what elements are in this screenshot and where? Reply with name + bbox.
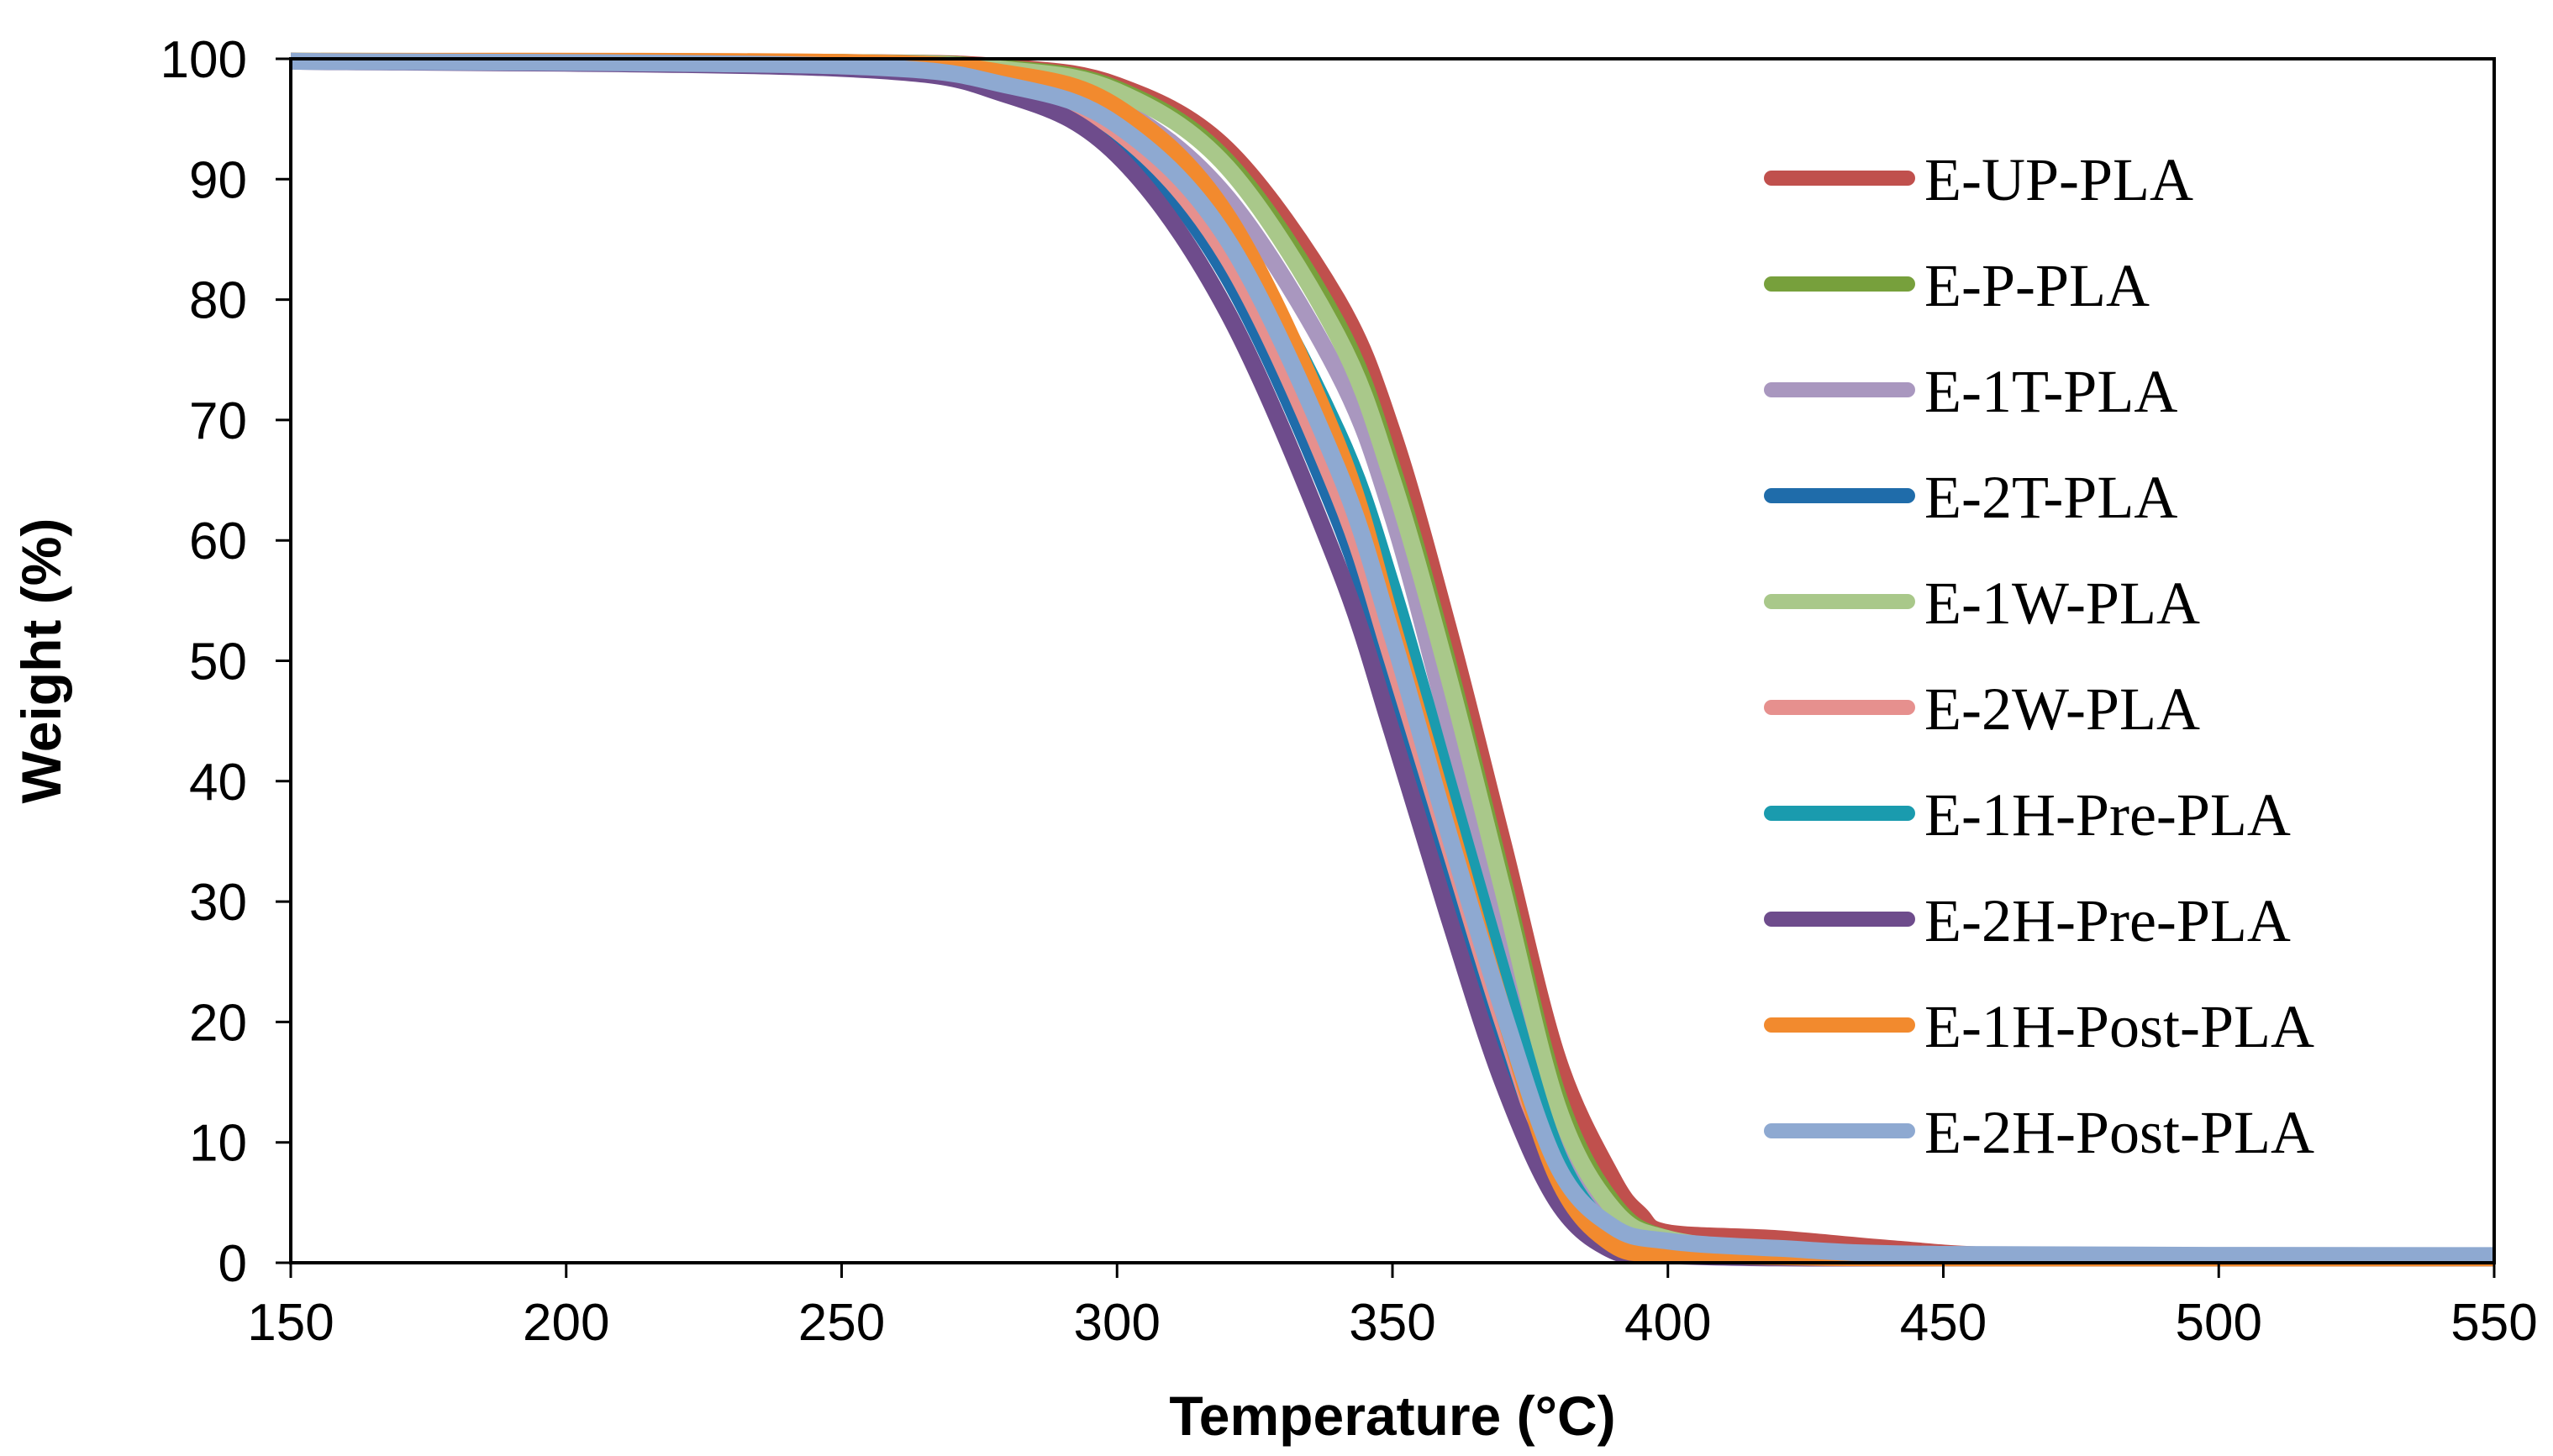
legend-label: E-2T-PLA	[1924, 464, 2177, 531]
y-tick-label: 80	[189, 272, 247, 330]
legend: E-UP-PLA E-P-PLA E-1T-PLA E-2T-PLA E-1W-PLA E…	[1764, 146, 2314, 1166]
legend-label: E-1T-PLA	[1924, 358, 2177, 425]
y-tick-label: 50	[189, 633, 247, 691]
legend-label: E-1H-Post-PLA	[1924, 993, 2314, 1060]
y-axis: 0 10 20 30 40 50 60 70 80 90 100	[161, 31, 291, 1293]
y-tick-label: 10	[189, 1115, 247, 1173]
y-tick-label: 70	[189, 392, 247, 450]
y-tick-label: 40	[189, 754, 247, 812]
x-tick-label: 350	[1349, 1294, 1435, 1352]
y-tick-label: 30	[189, 874, 247, 932]
x-axis-title: Temperature (°C)	[1169, 1385, 1615, 1447]
legend-label: E-2H-Post-PLA	[1924, 1099, 2314, 1166]
y-tick-label: 100	[161, 31, 247, 89]
x-tick-label: 500	[2176, 1294, 2262, 1352]
y-tick-label: 0	[218, 1235, 247, 1293]
series-line-e-2h-post-pla	[290, 52, 2495, 1264]
legend-label: E-2W-PLA	[1924, 675, 2200, 743]
y-tick-label: 90	[189, 151, 247, 209]
x-tick-label: 550	[2450, 1294, 2537, 1352]
x-tick-label: 150	[247, 1294, 334, 1352]
legend-label: E-1H-Pre-PLA	[1924, 781, 2291, 849]
legend-label: E-P-PLA	[1924, 252, 2150, 319]
legend-label: E-2H-Pre-PLA	[1924, 887, 2291, 954]
legend-label: E-UP-PLA	[1924, 146, 2193, 213]
legend-label: E-1W-PLA	[1924, 570, 2200, 637]
x-axis: 150 200 250 300 350 400 450 500 550	[247, 1263, 2538, 1352]
x-tick-label: 400	[1624, 1294, 1711, 1352]
series-layer	[290, 52, 2495, 1267]
y-tick-label: 60	[189, 512, 247, 570]
x-tick-label: 300	[1074, 1294, 1161, 1352]
y-axis-title: Weight (%)	[10, 518, 72, 804]
y-tick-label: 20	[189, 994, 247, 1052]
x-tick-label: 200	[523, 1294, 609, 1352]
x-tick-label: 250	[798, 1294, 885, 1352]
x-tick-label: 450	[1900, 1294, 1987, 1352]
